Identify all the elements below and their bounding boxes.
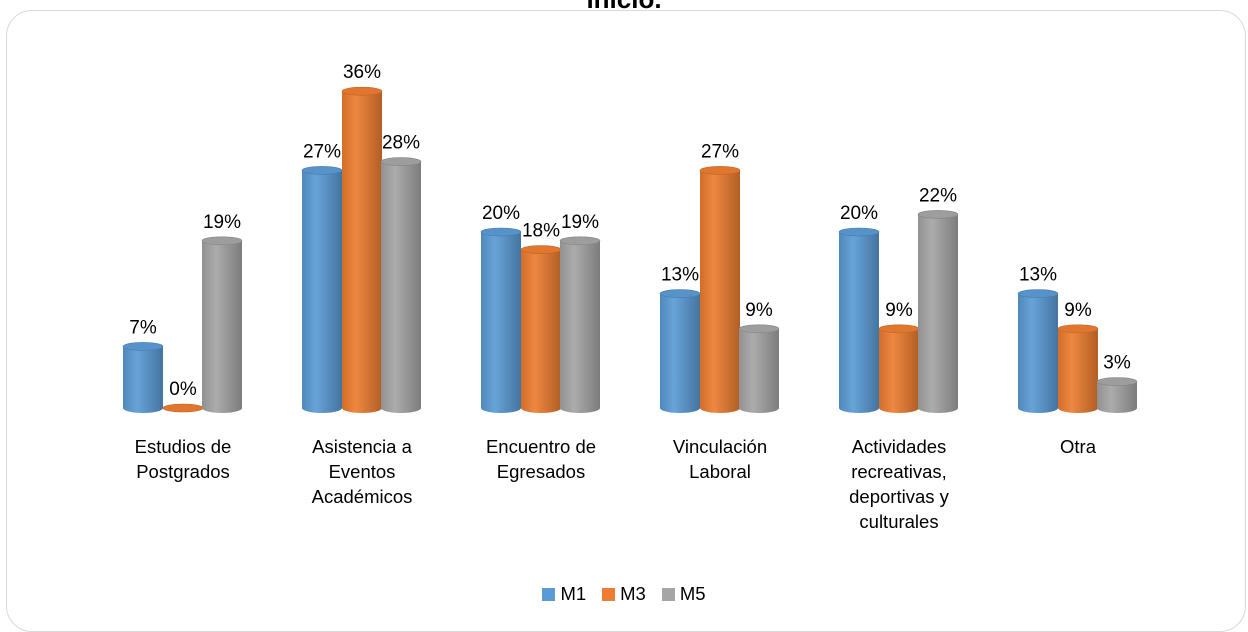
data-label-M5-1: 28%	[382, 133, 420, 154]
bar-M5-2	[559, 236, 601, 413]
category-label-line: Vinculación	[672, 436, 768, 457]
category-label-line: Actividades	[851, 436, 947, 457]
category-label-line: recreativas,	[851, 461, 947, 482]
legend-item-M1: M1	[542, 583, 586, 605]
bar-M1-4	[838, 227, 880, 413]
bar-M5-1	[380, 157, 422, 413]
data-label-M1-1: 27%	[303, 141, 341, 162]
category-label: Estudios de Postgrados	[98, 434, 268, 484]
data-label-M3-0: 0%	[169, 379, 197, 400]
legend-label: M1	[560, 583, 587, 604]
data-label-M3-5: 9%	[1064, 300, 1092, 321]
data-label-M3-1: 36%	[343, 62, 381, 83]
data-label-M1-0: 7%	[129, 317, 157, 338]
bar-M1-1	[301, 166, 343, 413]
category-label-line: Académicos	[311, 486, 413, 507]
category-label-line: deportivas y	[849, 486, 949, 507]
data-label-M3-3: 27%	[701, 141, 739, 162]
bar-M1-2	[480, 227, 522, 413]
category-label-line: Egresados	[496, 461, 586, 482]
bar-M3-5	[1057, 324, 1099, 413]
legend-item-M3: M3	[602, 583, 646, 605]
bar-M3-3	[699, 166, 741, 413]
category-label-line: Asistencia a	[312, 436, 412, 457]
chart-title-fragment: inicio.	[0, 0, 1248, 15]
bar-M3-1	[341, 86, 383, 413]
category-label-line: Estudios de	[134, 436, 232, 457]
data-label-M1-3: 13%	[661, 265, 699, 286]
chart-legend: M1 M3 M5	[0, 583, 1248, 605]
bar-M3-0	[162, 403, 204, 413]
data-label-M1-4: 20%	[840, 203, 878, 224]
category-label: Otra	[993, 434, 1163, 459]
data-label-M3-2: 18%	[522, 221, 560, 242]
bar-M1-3	[659, 289, 701, 413]
legend-swatch	[542, 587, 556, 601]
legend-swatch	[661, 587, 675, 601]
bar-M5-4	[917, 210, 959, 413]
bar-M1-0	[122, 342, 164, 413]
bar-M5-3	[738, 324, 780, 413]
category-label-line: Eventos	[328, 461, 396, 482]
bar-M3-4	[878, 324, 920, 413]
data-label-M5-4: 22%	[919, 185, 957, 206]
legend-label: M3	[620, 583, 646, 604]
data-label-M5-3: 9%	[745, 300, 773, 321]
data-label-M5-2: 19%	[561, 212, 599, 233]
data-label-M5-5: 3%	[1103, 353, 1131, 374]
bar-M3-2	[520, 245, 562, 413]
category-label: Actividades recreativas, deportivas y cultu…	[814, 434, 984, 534]
category-label: Vinculación Laboral	[635, 434, 805, 484]
category-label-line: Otra	[1060, 436, 1096, 457]
category-label-line: Postgrados	[136, 461, 230, 482]
category-label: Asistencia a Eventos Académicos	[277, 434, 447, 509]
data-label-M5-0: 19%	[203, 212, 241, 233]
category-label: Encuentro de Egresados	[456, 434, 626, 484]
category-label-line: Encuentro de	[485, 436, 597, 457]
data-label-M3-4: 9%	[885, 300, 913, 321]
legend-item-M5: M5	[661, 583, 706, 605]
data-label-M1-2: 20%	[482, 203, 520, 224]
bar-M5-5	[1096, 377, 1138, 413]
bar-M1-5	[1017, 289, 1059, 413]
legend-swatch	[602, 587, 616, 601]
bar-M5-0	[201, 236, 243, 413]
category-label-line: Laboral	[689, 461, 751, 482]
category-label-line: culturales	[859, 511, 939, 532]
data-label-M1-5: 13%	[1019, 265, 1057, 286]
legend-label: M5	[679, 583, 706, 604]
